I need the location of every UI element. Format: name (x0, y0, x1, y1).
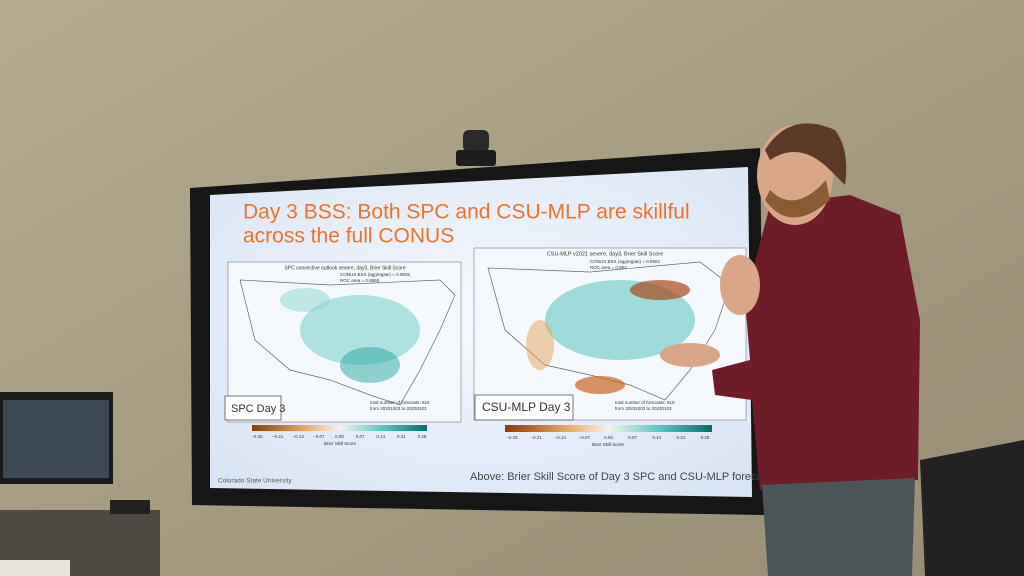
person-shirt (712, 195, 920, 490)
map-label: SPC Day 3 (231, 403, 285, 415)
map-note: total number of forecasts: 819 (615, 400, 675, 405)
camera (463, 130, 489, 152)
map-shading (526, 320, 554, 370)
colorbar-ticks: −0.28 −0.21 −0.14 −0.07 0.00 0.07 0.14 0.21 0.28 (251, 434, 427, 439)
map-outline (239, 279, 456, 406)
colorbar (505, 425, 712, 432)
person-hand (720, 255, 760, 315)
colorbar-tick-label: 0.28 (418, 434, 427, 439)
map-stat: CONUS BSS (aggregate) = 0.0902 (590, 259, 660, 264)
colorbar-tick-label: −0.28 (506, 435, 518, 440)
colorbar-tick-label: −0.07 (313, 434, 325, 439)
colorbar-ticks: −0.28 −0.21 −0.14 −0.07 0.00 0.07 0.14 0.21 0.28 (506, 435, 710, 440)
colorbar-label: Brier Skill Score (592, 442, 625, 447)
monitor-screen (3, 400, 109, 478)
colorbar-tick-label: 0.07 (628, 435, 637, 440)
cup (0, 560, 70, 576)
slide-title: Day 3 BSS: Both SPC and CSU-MLP are skil… (243, 201, 690, 224)
device (110, 500, 150, 514)
map-shading (300, 295, 420, 365)
colorbar-tick-label: 0.21 (397, 434, 406, 439)
map-stat: ROC area = 0.853 (590, 265, 627, 270)
person-hand (660, 343, 720, 367)
colorbar-tick-label: −0.21 (272, 434, 284, 439)
map-label: CSU-MLP Day 3 (482, 400, 571, 414)
map-shading (340, 347, 400, 383)
slide-title: across the full CONUS (243, 225, 454, 248)
colorbar-tick-label: 0.07 (356, 434, 365, 439)
colorbar-tick-label: −0.21 (530, 435, 542, 440)
footer: Colorado State University (218, 478, 292, 485)
map-shading (280, 288, 330, 312)
colorbar-tick-label: −0.14 (293, 434, 305, 439)
person-pants (762, 478, 915, 576)
colorbar (252, 425, 427, 431)
person-hair (765, 123, 847, 185)
map-shading (630, 280, 690, 300)
map-title: CSU-MLP v2021 severe, day3, Brier Skill … (547, 251, 663, 257)
colorbar-tick-label: 0.28 (701, 435, 710, 440)
map-stat: ROC area = 0.8865 (340, 278, 380, 283)
map-shading (575, 376, 625, 394)
map-stat: CONUS BSS (aggregate) = 0.0625 (340, 272, 410, 277)
colorbar-tick-label: −0.14 (555, 435, 567, 440)
colorbar-tick-label: 0.00 (335, 434, 344, 439)
map-note: from 20201003 to 20230103 (615, 406, 672, 411)
colorbar-label: Brier Skill Score (324, 441, 357, 446)
map-note: from 20201003 to 20230103 (370, 406, 427, 411)
colorbar-tick-label: 0.21 (676, 435, 685, 440)
camera-base (456, 150, 496, 166)
caption: Above: Brier Skill Score of Day 3 SPC an… (470, 471, 777, 483)
colorbar-tick-label: 0.00 (604, 435, 613, 440)
colorbar-tick-label: 0.14 (376, 434, 385, 439)
person-beard (765, 180, 830, 218)
colorbar-tick-label: 0.14 (652, 435, 661, 440)
map-label-box (474, 394, 574, 421)
chair (920, 440, 1024, 576)
colorbar-tick-label: −0.07 (579, 435, 591, 440)
colorbar-tick-label: −0.28 (251, 434, 263, 439)
map-label-box (224, 395, 282, 421)
map-shading (545, 280, 695, 360)
map-title: SPC convective outlook severe, day3, Bri… (284, 265, 405, 271)
map-note: total number of forecasts: 819 (370, 400, 430, 405)
